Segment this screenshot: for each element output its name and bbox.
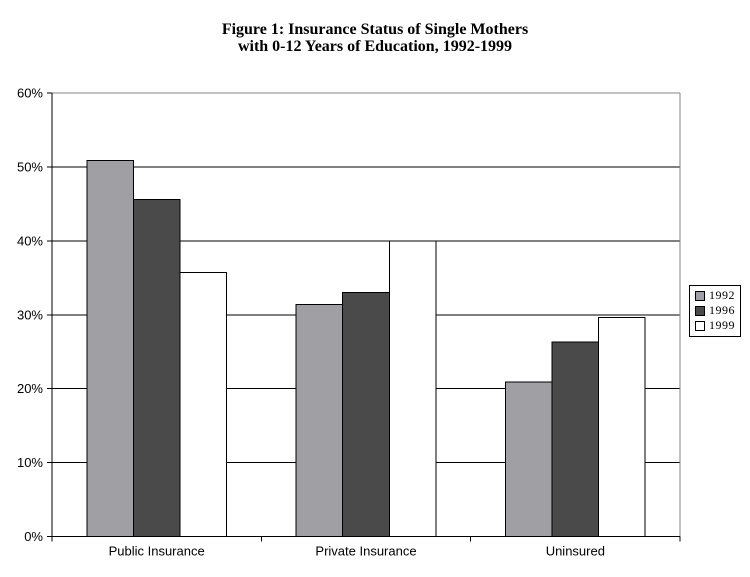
bar-1992-public-insurance <box>86 159 134 537</box>
y-axis-label: 60% <box>17 86 43 101</box>
chart-title: Figure 1: Insurance Status of Single Mot… <box>0 21 750 55</box>
y-axis-label: 50% <box>17 159 43 174</box>
y-axis-label: 0% <box>24 529 43 544</box>
x-axis-label: Public Insurance <box>109 544 205 559</box>
legend-label: 1999 <box>709 318 735 332</box>
y-axis-label: 10% <box>17 455 43 470</box>
x-axis-label: Private Insurance <box>315 544 416 559</box>
bar-1992-private-insurance <box>295 303 344 537</box>
y-axis-label: 40% <box>17 233 43 248</box>
y-axis-label: 30% <box>17 307 43 322</box>
x-axis-label: Uninsured <box>546 544 605 559</box>
y-axis-label: 20% <box>17 381 43 396</box>
legend-swatch-1999 <box>695 320 705 331</box>
legend-label: 1992 <box>709 288 735 302</box>
chart-title-line1: Figure 1: Insurance Status of Single Mot… <box>221 21 529 38</box>
legend-swatch-1992 <box>695 290 705 301</box>
bar-1999-uninsured <box>598 317 646 537</box>
legend-swatch-1996 <box>695 305 705 316</box>
legend-item-1999: 1999 <box>695 319 735 332</box>
bar-1996-public-insurance <box>132 198 181 537</box>
legend-item-1992: 1992 <box>695 289 735 302</box>
bar-1996-private-insurance <box>342 292 390 538</box>
bar-1996-uninsured <box>551 341 600 537</box>
bar-1999-public-insurance <box>179 272 227 537</box>
legend: 1992 1996 1999 <box>689 285 741 337</box>
bar-1999-private-insurance <box>388 240 437 537</box>
bar-1992-uninsured <box>505 381 553 537</box>
legend-label: 1996 <box>709 303 735 317</box>
chart-title-line2: with 0-12 Years of Education, 1992-1999 <box>237 38 513 55</box>
legend-item-1996: 1996 <box>695 304 735 317</box>
